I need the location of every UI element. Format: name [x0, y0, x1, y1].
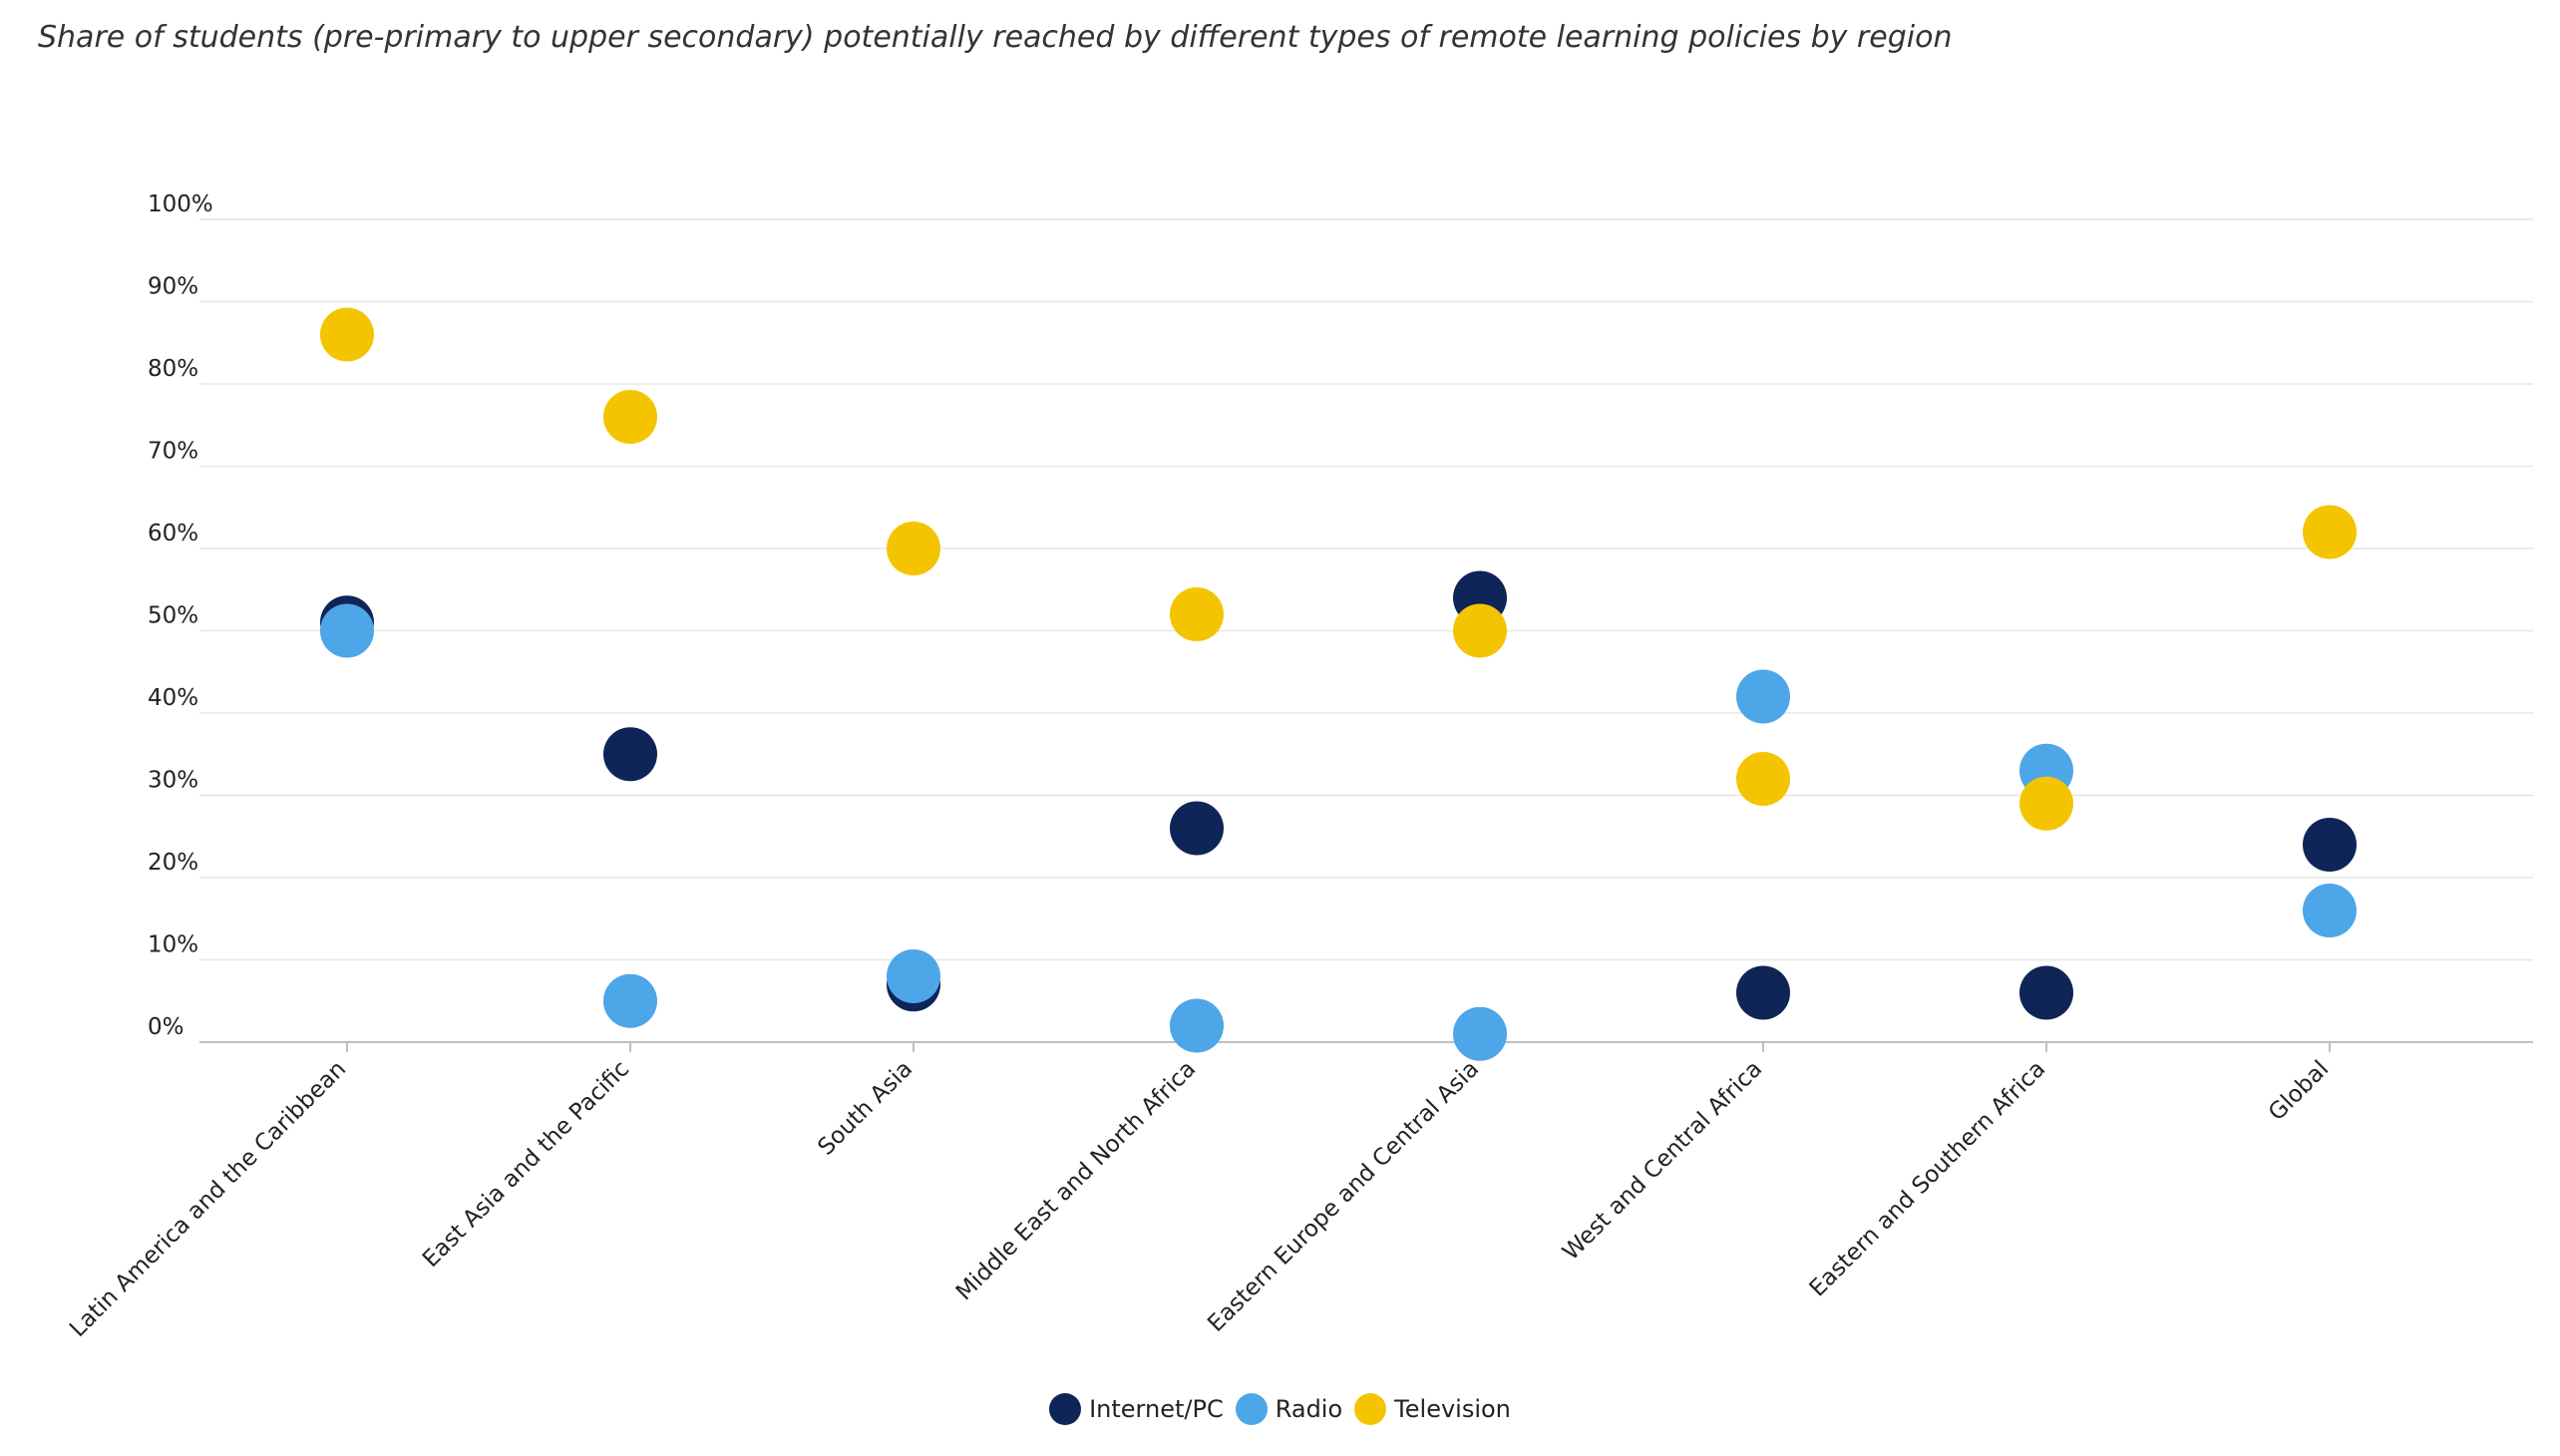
data-point	[320, 603, 374, 658]
y-tick-label: 40%	[148, 685, 198, 711]
x-tick-label: Latin America and the Caribbean	[65, 1056, 351, 1342]
y-tick-label: 30%	[148, 768, 198, 794]
legend-item[interactable]: Television	[1354, 1393, 1511, 1425]
legend-label: Internet/PC	[1089, 1395, 1224, 1423]
y-tick-label: 90%	[148, 274, 198, 300]
data-point	[1170, 801, 1224, 856]
data-point	[1170, 587, 1224, 641]
legend: Internet/PC Radio Television	[0, 1393, 2560, 1425]
x-tick-label: Eastern Europe and Central Asia	[1203, 1056, 1484, 1337]
x-tick-label: Middle East and North Africa	[951, 1056, 1201, 1305]
x-tick-label: West and Central Africa	[1558, 1056, 1767, 1266]
data-point	[2019, 776, 2073, 831]
data-point	[603, 973, 657, 1028]
y-tick-label: 0%	[148, 1014, 184, 1040]
data-point	[1170, 998, 1224, 1053]
legend-swatch	[1049, 1393, 1082, 1425]
y-axis-tick-labels: 0% 10% 20% 30% 40% 50% 60% 70% 80% 90% 100%	[148, 191, 213, 1040]
data-point	[887, 949, 940, 1003]
data-point	[603, 727, 657, 782]
x-tick-label: East Asia and the Pacific	[418, 1056, 634, 1273]
gridlines	[199, 218, 2533, 961]
data-point	[1453, 1006, 1507, 1061]
legend-label: Radio	[1275, 1395, 1343, 1423]
x-tick-label: Global	[2264, 1056, 2334, 1126]
data-point	[2019, 965, 2073, 1020]
y-tick-label: 80%	[148, 356, 198, 382]
y-tick-label: 20%	[148, 850, 198, 876]
y-tick-label: 50%	[148, 603, 198, 629]
y-tick-label: 10%	[148, 932, 198, 958]
data-point	[1736, 669, 1790, 724]
data-point	[2303, 818, 2357, 872]
legend-swatch	[1354, 1393, 1387, 1425]
legend-swatch	[1235, 1393, 1268, 1425]
data-points	[320, 307, 2357, 1061]
y-tick-label: 70%	[148, 439, 198, 465]
scatter-plot: 0% 10% 20% 30% 40% 50% 60% 70% 80% 90% 100% Latin …	[65, 191, 2533, 1342]
data-point	[2303, 505, 2357, 559]
y-tick-label: 100%	[148, 191, 213, 217]
x-tick-label: Eastern and Southern Africa	[1805, 1056, 2051, 1302]
data-point	[1736, 965, 1790, 1020]
legend-label: Television	[1394, 1395, 1511, 1423]
data-point	[887, 522, 940, 575]
data-point	[603, 390, 657, 444]
data-point	[1453, 603, 1507, 658]
x-axis-ticks: Latin America and the Caribbean East Asia…	[65, 1042, 2334, 1342]
legend-item[interactable]: Radio	[1235, 1393, 1343, 1425]
chart-title: Share of students (pre-primary to upper …	[38, 20, 1953, 55]
legend-item[interactable]: Internet/PC	[1049, 1393, 1224, 1425]
data-point	[1736, 752, 1790, 806]
x-tick-label: South Asia	[813, 1056, 917, 1161]
y-tick-label: 60%	[148, 521, 198, 546]
data-point	[2303, 884, 2357, 937]
data-point	[320, 307, 374, 362]
